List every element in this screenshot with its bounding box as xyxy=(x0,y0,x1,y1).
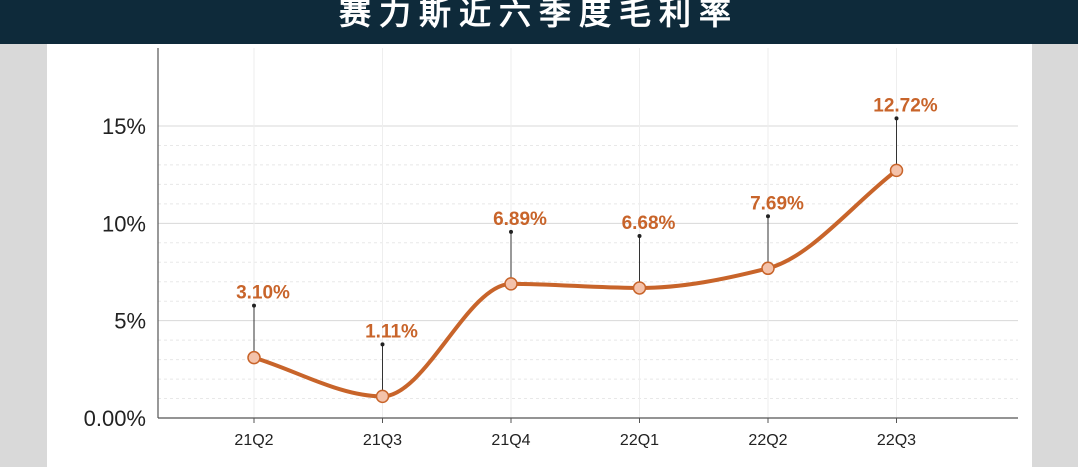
x-tick-label: 21Q4 xyxy=(491,432,530,449)
data-point xyxy=(247,350,261,365)
data-point xyxy=(889,163,904,178)
x-tick-label: 22Q3 xyxy=(877,432,916,449)
data-point xyxy=(632,281,647,295)
chart-title: 赛力斯近六季度毛利率 xyxy=(338,0,739,32)
data-label: 1.11% xyxy=(365,321,418,342)
x-tick-label: 22Q2 xyxy=(748,432,787,449)
label-leader-dot xyxy=(380,342,385,347)
data-label: 3.10% xyxy=(236,283,290,304)
label-leader-dot xyxy=(766,214,770,219)
data-label: 12.72% xyxy=(873,95,938,116)
chart-card xyxy=(47,44,1032,467)
y-tick-label: 0.00% xyxy=(84,406,146,431)
x-tick-label: 21Q2 xyxy=(234,432,273,449)
label-leader-dot xyxy=(894,116,899,121)
data-label: 7.69% xyxy=(750,193,804,214)
x-tick-label: 22Q1 xyxy=(620,432,659,449)
y-tick-label: 15% xyxy=(102,114,146,139)
data-label: 6.68% xyxy=(622,213,676,234)
data-point xyxy=(504,277,518,291)
y-tick-label: 5% xyxy=(114,309,146,334)
y-axis-ticks: 0.00% 5% 10% 15% xyxy=(84,114,146,431)
data-point xyxy=(761,261,775,276)
label-leaders xyxy=(252,116,899,397)
data-labels: 3.10% 1.11% 6.89% 6.68% 7.69% 12.72% xyxy=(236,95,938,342)
data-label: 6.89% xyxy=(493,209,547,230)
y-tick-label: 10% xyxy=(102,211,146,236)
label-leader-dot xyxy=(637,233,642,238)
x-axis-ticks: 21Q2 21Q3 21Q4 22Q1 22Q2 22Q3 xyxy=(234,418,916,449)
x-tick-label: 21Q3 xyxy=(363,432,402,449)
data-markers xyxy=(247,163,904,404)
series-line xyxy=(252,168,899,399)
grid-lines xyxy=(158,48,1018,418)
label-leader-dot xyxy=(509,229,513,234)
data-point xyxy=(375,389,390,404)
label-leader-dot xyxy=(252,303,256,308)
header-bar: 赛力斯近六季度毛利率 xyxy=(0,0,1078,44)
